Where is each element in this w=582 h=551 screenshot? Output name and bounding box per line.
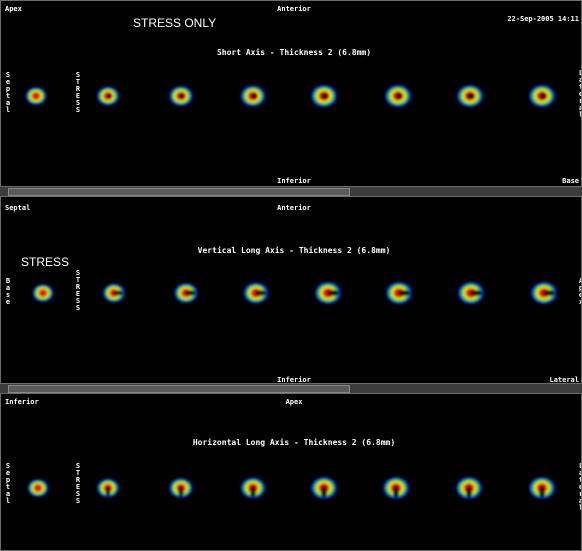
image-strip xyxy=(27,477,555,499)
blob-layer xyxy=(539,486,545,498)
blob-layer xyxy=(38,289,48,297)
bottom-center: Inferior xyxy=(277,177,311,185)
image-strip xyxy=(32,282,557,304)
left-label: Septal xyxy=(4,71,12,113)
perfusion-slice xyxy=(240,477,266,499)
perfusion-slice xyxy=(386,282,412,304)
perfusion-slice xyxy=(25,87,47,105)
perfusion-slice xyxy=(529,85,555,107)
perfusion-slice xyxy=(311,85,337,107)
title: Short Axis - Thickness 2 (6.8mm) xyxy=(216,48,372,57)
blob-layer xyxy=(33,484,43,492)
image-strip xyxy=(25,85,555,107)
top-left: Inferior xyxy=(5,398,39,406)
blob-layer xyxy=(113,290,124,296)
perfusion-slice xyxy=(169,86,193,106)
perfusion-slice xyxy=(385,85,411,107)
perfusion-slice xyxy=(27,479,49,497)
perfusion-slice xyxy=(311,477,337,499)
bottom-right: Base xyxy=(562,177,579,185)
left-label: Septal xyxy=(4,462,12,504)
blob-layer xyxy=(543,290,555,296)
perfusion-slice xyxy=(96,478,120,498)
perfusion-slice xyxy=(174,283,198,303)
blob-layer xyxy=(539,93,547,99)
scroll-thumb[interactable] xyxy=(8,188,350,196)
perfusion-slice xyxy=(531,282,557,304)
side-label: STRESS xyxy=(74,71,82,113)
title: Horizontal Long Axis - Thickness 2 (6.8m… xyxy=(192,438,396,447)
blob-layer xyxy=(395,93,403,99)
blob-layer xyxy=(106,93,112,99)
perfusion-slice xyxy=(456,477,482,499)
title: Vertical Long Axis - Thickness 2 (6.8mm) xyxy=(197,246,391,255)
side-label: STRESS xyxy=(74,269,82,311)
top-right: 22-Sep-2005 14:11 xyxy=(507,15,579,23)
view-panel: Inferior Apex Horizontal Long Axis - Thick… xyxy=(0,393,582,551)
view-panel: Apex Anterior 22-Sep-2005 14:11 STRESS ONLY… xyxy=(0,0,582,187)
perfusion-slice xyxy=(32,284,54,302)
blob-layer xyxy=(250,93,258,99)
top-center: Anterior xyxy=(277,5,311,13)
perfusion-slice xyxy=(96,86,120,106)
blob-layer xyxy=(185,290,196,296)
blob-layer xyxy=(321,486,327,498)
blob-layer xyxy=(178,486,184,497)
bottom-center: Inferior xyxy=(277,376,311,384)
top-left: Septal xyxy=(5,204,31,212)
blob-layer xyxy=(178,93,186,99)
top-center: Apex xyxy=(285,398,303,406)
blob-layer xyxy=(255,290,267,296)
right-label: Apex xyxy=(577,277,582,305)
blob-layer xyxy=(393,486,399,498)
scrollbar[interactable] xyxy=(0,383,582,393)
perfusion-slice xyxy=(458,282,484,304)
perfusion-slice xyxy=(383,477,409,499)
blob-layer xyxy=(250,486,256,498)
perfusion-slice xyxy=(315,282,341,304)
perfusion-slice xyxy=(243,282,269,304)
blob-layer xyxy=(467,93,475,99)
perfusion-slice xyxy=(169,478,193,498)
scrollbar[interactable] xyxy=(0,186,582,196)
blob-layer xyxy=(105,486,111,497)
heading: STRESS ONLY xyxy=(133,16,217,30)
top-center: Anterior xyxy=(277,204,311,212)
right-label: Lateral xyxy=(577,69,582,118)
left-label: Base xyxy=(4,277,12,305)
blob-layer xyxy=(398,290,410,296)
right-label: Lateral xyxy=(577,462,582,511)
scroll-thumb[interactable] xyxy=(8,385,350,393)
perfusion-slice xyxy=(457,85,483,107)
side-label: STRESS xyxy=(74,462,82,504)
perfusion-slice xyxy=(529,477,555,499)
blob-layer xyxy=(31,92,41,100)
perfusion-slice xyxy=(240,85,266,107)
bottom-right: Lateral xyxy=(549,376,579,384)
blob-layer xyxy=(327,290,339,296)
heading: STRESS xyxy=(21,255,70,269)
top-left: Apex xyxy=(5,5,22,13)
perfusion-slice xyxy=(102,283,126,303)
blob-layer xyxy=(470,290,482,296)
view-panel: Septal Anterior STRESS Vertical Long Axis -… xyxy=(0,196,582,384)
blob-layer xyxy=(466,486,472,498)
blob-layer xyxy=(321,93,329,99)
